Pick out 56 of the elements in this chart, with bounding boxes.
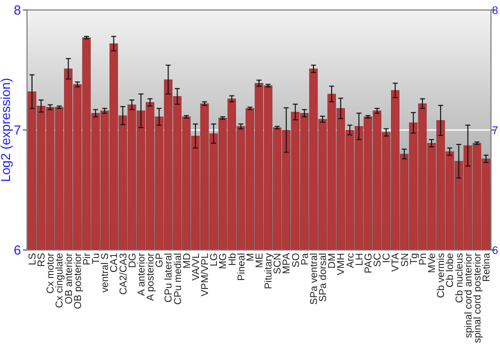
- y-tick-label: 8: [14, 2, 21, 18]
- x-tick-label: OB anterior: [64, 252, 75, 304]
- x-tick-label: OB posterior: [72, 252, 84, 310]
- x-tick-label: MG: [218, 252, 230, 270]
- x-tick-label: Tg: [408, 253, 420, 265]
- x-tick-label: CPu medial: [172, 253, 184, 305]
- x-tick-label: M: [245, 253, 256, 262]
- x-tick-label: ME: [254, 252, 266, 268]
- x-tick-label: VA/VL: [190, 252, 202, 281]
- y-axis-title: Log2 (expression): [0, 78, 13, 182]
- x-tick-label: MPA: [282, 252, 293, 274]
- x-tick-label: LH: [354, 253, 366, 266]
- x-tick-label: VPM/VPL: [200, 252, 212, 296]
- x-tick-label: Pn: [418, 253, 429, 266]
- x-tick-label: GP: [154, 252, 166, 268]
- y-tick-label: 7: [14, 122, 21, 138]
- x-tick-label: SCN: [272, 253, 284, 274]
- x-tick-label: SN: [400, 253, 411, 267]
- x-tick-label: IC: [382, 253, 393, 263]
- x-tick-label: Pir: [82, 252, 93, 266]
- x-tick-label: MD: [182, 253, 193, 269]
- x-tick-label: Cb nucleus: [454, 253, 466, 304]
- x-tick-label: VMH: [336, 253, 348, 276]
- x-tick-label: Retina: [482, 252, 493, 282]
- x-tick-label: LS: [27, 252, 38, 266]
- x-tick-label: VTA: [390, 252, 402, 272]
- y2-tick-label: 6: [492, 244, 498, 257]
- y2-tick-label: 8: [492, 4, 498, 17]
- x-tick-label: MVe: [427, 252, 438, 274]
- x-tick-label: CPu lateral: [164, 253, 175, 302]
- x-tick-label: SPa dorsal: [318, 253, 330, 302]
- x-tick-label: SO: [290, 252, 302, 268]
- x-tick-label: LG: [209, 252, 220, 266]
- x-tick-label: CA2/CA3: [118, 252, 130, 295]
- x-tick-label: PAG: [363, 252, 374, 274]
- x-tick-label: Hb: [227, 252, 238, 266]
- x-tick-label: Tu: [91, 253, 102, 264]
- x-tick-label: Pineal: [236, 253, 248, 281]
- x-tick-label: spinal cord anterior: [463, 252, 474, 338]
- x-tick-label: spinal cord posterior: [472, 252, 484, 344]
- x-tick-label: Arc: [345, 253, 356, 268]
- y2-tick-label: 7: [492, 124, 498, 137]
- x-tick-label: Cx cingulate: [54, 252, 66, 308]
- y-tick-label: 6: [14, 242, 21, 258]
- x-tick-label: DG: [127, 252, 138, 268]
- x-tick-label: Pituitary: [264, 253, 275, 290]
- x-tick-label: Cb lobe: [445, 252, 456, 288]
- x-tick-label: SPa ventral: [308, 253, 320, 305]
- x-tick-label: RS: [36, 252, 48, 267]
- x-tick-label: ventral S: [100, 252, 112, 292]
- x-tick-label: A anterior: [136, 252, 148, 296]
- x-tick-label: Pa: [300, 252, 311, 266]
- x-tick-label: DM: [327, 253, 338, 269]
- x-tick-label: A posterior: [146, 252, 157, 301]
- x-tick-label: SC: [372, 253, 384, 267]
- x-tick-label: CA1: [109, 252, 120, 272]
